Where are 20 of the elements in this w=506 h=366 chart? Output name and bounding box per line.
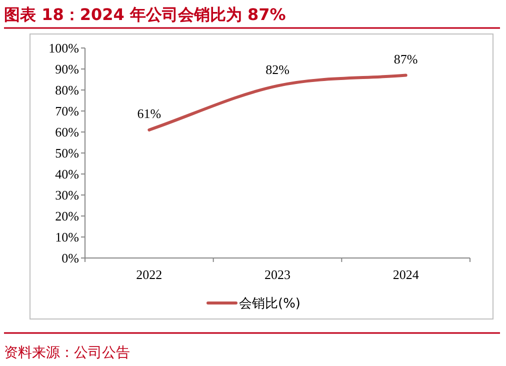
x-tick-label: 2023	[264, 267, 290, 282]
y-tick-label: 0%	[62, 250, 80, 266]
y-tick-label: 40%	[55, 166, 80, 182]
text: 资料来源：公司公告	[4, 345, 130, 361]
y-tick-label: 10%	[55, 230, 80, 244]
chart-title: 图表 18：2024 年公司会销比为 87%	[4, 5, 286, 24]
y-tick-label: 60%	[55, 124, 80, 140]
data-label: 87%	[394, 51, 418, 66]
y-tick-label: 20%	[55, 208, 80, 224]
y-tick-label: 100%	[48, 40, 80, 56]
y-tick-label: 90%	[55, 62, 80, 76]
y-tick-label: 50%	[55, 146, 80, 160]
y-tick-label: 30%	[55, 188, 80, 202]
x-tick-label: 2024	[392, 267, 420, 282]
data-label: 82%	[266, 62, 290, 77]
x-tick-label: 2022	[136, 267, 162, 282]
data-label: 61%	[137, 106, 162, 121]
y-tick-label: 80%	[55, 82, 80, 98]
legend-label: 会销比(%)	[239, 296, 300, 312]
y-tick-label: 70%	[55, 104, 80, 118]
